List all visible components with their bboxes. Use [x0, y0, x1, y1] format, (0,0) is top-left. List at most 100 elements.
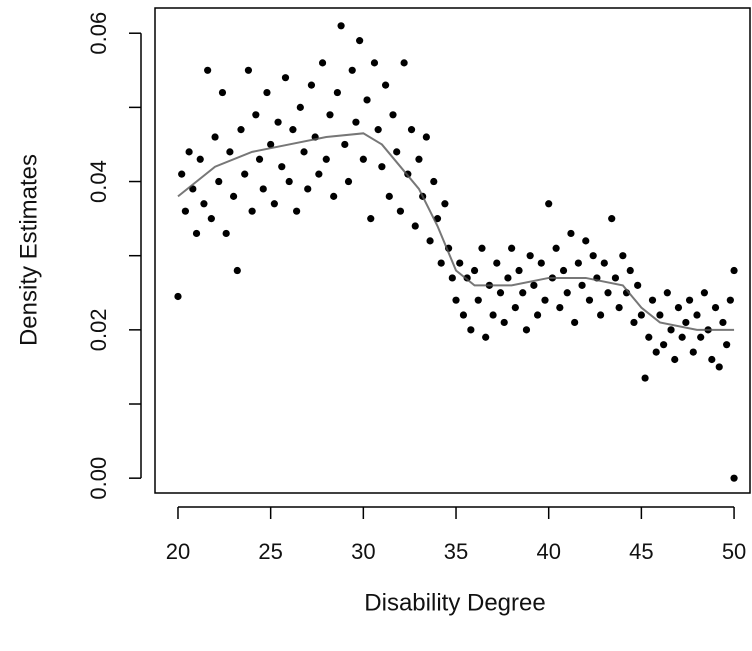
- y-tick-label: 0.04: [86, 160, 111, 203]
- data-point: [660, 341, 668, 349]
- data-point: [634, 281, 642, 289]
- data-point: [526, 252, 534, 260]
- data-point: [415, 155, 423, 163]
- data-point: [671, 355, 679, 364]
- data-point: [482, 333, 490, 341]
- x-axis-title: Disability Degree: [364, 589, 545, 616]
- data-point: [326, 111, 334, 119]
- data-point: [300, 148, 308, 156]
- data-point: [248, 207, 256, 215]
- data-point: [467, 326, 475, 334]
- data-point: [552, 244, 560, 252]
- data-point: [530, 281, 538, 289]
- data-point: [448, 274, 456, 282]
- x-tick-label: 40: [536, 539, 560, 564]
- data-point: [604, 289, 612, 297]
- x-tick-label: 35: [444, 539, 468, 564]
- data-point: [641, 374, 649, 382]
- y-tick-label: 0.02: [86, 308, 111, 351]
- data-point: [674, 304, 683, 312]
- data-point: [608, 215, 616, 223]
- data-point: [348, 66, 356, 74]
- data-point: [252, 111, 260, 119]
- data-point: [370, 59, 379, 67]
- data-point: [582, 237, 590, 245]
- data-point: [285, 177, 293, 186]
- data-point: [367, 215, 375, 223]
- data-point: [567, 229, 575, 238]
- data-point: [519, 289, 527, 297]
- data-point: [289, 126, 297, 134]
- data-point: [407, 126, 416, 134]
- data-point: [218, 88, 227, 97]
- data-point: [192, 229, 201, 238]
- data-point: [330, 192, 338, 200]
- data-point: [318, 59, 327, 67]
- data-point: [563, 289, 571, 297]
- data-point: [637, 311, 645, 319]
- data-point: [645, 333, 653, 341]
- data-point: [652, 348, 660, 356]
- plot-frame: [154, 7, 751, 494]
- data-point: [726, 296, 734, 304]
- data-point: [663, 289, 671, 297]
- data-point: [478, 244, 486, 252]
- data-point: [178, 170, 186, 178]
- data-point: [711, 304, 720, 312]
- data-point: [522, 326, 531, 334]
- data-point: [541, 296, 549, 304]
- data-point: [255, 155, 264, 163]
- data-point: [244, 66, 253, 74]
- data-point: [200, 200, 208, 208]
- data-point: [656, 311, 664, 319]
- data-point: [393, 148, 401, 156]
- data-point: [378, 163, 386, 171]
- data-point: [430, 177, 438, 186]
- data-point: [700, 289, 709, 297]
- data-point: [611, 274, 620, 282]
- data-point: [585, 296, 594, 304]
- data-point: [493, 259, 501, 267]
- data-point: [515, 266, 523, 275]
- data-point: [619, 252, 627, 260]
- y-tick-label: 0.06: [86, 12, 111, 55]
- data-point: [697, 333, 705, 341]
- data-point: [559, 266, 568, 275]
- data-point: [578, 281, 586, 289]
- data-point: [222, 229, 230, 238]
- data-point: [500, 318, 508, 327]
- data-point: [274, 118, 282, 126]
- data-point: [363, 96, 371, 104]
- y-tick-label: 0.00: [86, 457, 111, 500]
- data-point: [682, 318, 690, 327]
- data-point: [267, 140, 275, 149]
- data-point: [730, 266, 738, 275]
- data-point: [723, 341, 731, 349]
- data-point: [237, 126, 245, 134]
- data-point: [693, 311, 701, 319]
- data-point: [452, 296, 460, 304]
- data-point: [281, 74, 290, 82]
- data-point: [322, 155, 330, 163]
- data-point: [344, 177, 353, 186]
- data-point: [304, 185, 312, 193]
- data-point: [241, 170, 249, 178]
- data-point: [204, 66, 212, 74]
- data-point: [422, 133, 430, 141]
- data-point: [307, 81, 316, 89]
- y-axis-title: Density Estimates: [15, 154, 42, 346]
- data-point: [574, 259, 582, 267]
- data-point: [504, 274, 512, 282]
- data-point: [667, 326, 675, 334]
- data-point: [626, 266, 634, 275]
- data-point: [359, 155, 367, 163]
- data-point: [678, 333, 686, 341]
- data-point: [426, 237, 434, 245]
- data-point: [226, 148, 234, 156]
- data-point: [545, 200, 553, 208]
- data-point: [456, 259, 464, 267]
- data-point: [259, 185, 267, 193]
- data-point: [356, 37, 364, 45]
- data-point: [174, 292, 182, 301]
